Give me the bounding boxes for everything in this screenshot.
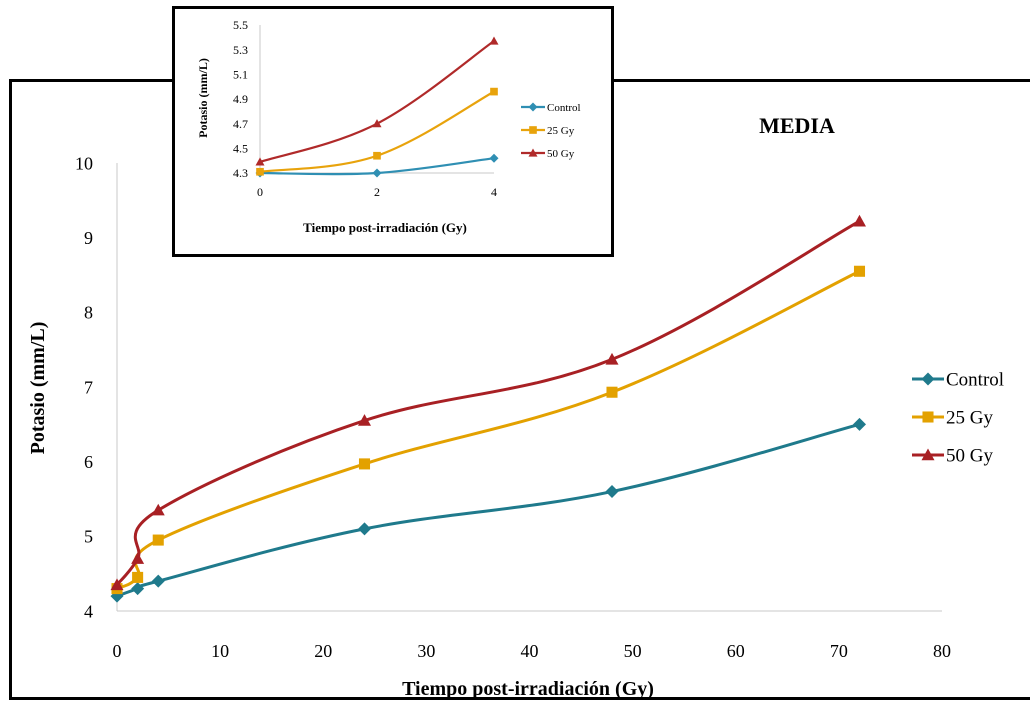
inset-data-point xyxy=(490,87,498,96)
inset-y-tick-label: 4.5 xyxy=(233,142,248,156)
main-legend-marker xyxy=(921,372,935,386)
inset-y-tick-label: 5.1 xyxy=(233,68,248,82)
main-series-line xyxy=(115,269,861,591)
main-data-point xyxy=(853,265,866,277)
main-chart: MEDIA Tiempo post-irradiación (Gy) Potas… xyxy=(27,113,1004,700)
main-x-axis-title: Tiempo post-irradiación (Gy) xyxy=(402,678,654,700)
main-y-tick-label: 4 xyxy=(84,601,93,621)
main-x-tick-label: 30 xyxy=(417,641,435,661)
main-y-tick-label: 5 xyxy=(84,527,93,547)
inset-data-point xyxy=(373,151,381,160)
main-data-point xyxy=(151,503,165,516)
main-y-tick-label: 9 xyxy=(84,228,93,248)
main-data-point xyxy=(131,582,145,596)
main-data-point xyxy=(110,578,124,591)
inset-y-tick-label: 4.7 xyxy=(233,117,248,131)
inset-x-axis-title: Tiempo post-irradiación (Gy) xyxy=(303,220,467,235)
main-legend-label: 25 Gy xyxy=(946,408,993,429)
inset-data-point xyxy=(256,167,264,176)
main-data-point xyxy=(152,534,164,546)
main-data-point xyxy=(606,386,618,398)
inset-y-tick-label: 4.3 xyxy=(233,166,248,180)
inset-series-line xyxy=(258,39,496,163)
main-data-point xyxy=(605,485,619,499)
inset-data-point xyxy=(489,36,499,45)
inset-legend-marker xyxy=(528,102,538,112)
main-data-point xyxy=(358,414,371,426)
main-chart-title: MEDIA xyxy=(759,113,835,138)
main-x-tick-label: 50 xyxy=(624,641,642,661)
inset-chart-frame xyxy=(172,6,614,257)
main-x-tick-label: 60 xyxy=(727,641,745,661)
main-legend-marker xyxy=(922,411,934,423)
main-data-point xyxy=(131,552,145,564)
inset-x-tick-label: 0 xyxy=(257,185,263,199)
inset-y-axis-title: Potasio (mm/L) xyxy=(196,58,210,138)
main-x-tick-label: 20 xyxy=(314,641,332,661)
main-legend-label: 50 Gy xyxy=(946,446,993,467)
main-y-tick-label: 6 xyxy=(84,452,93,472)
inset-chart: Tiempo post-irradiación (Gy) Potasio (mm… xyxy=(196,18,581,235)
inset-x-tick-label: 2 xyxy=(374,185,380,199)
main-x-tick-label: 10 xyxy=(211,641,229,661)
inset-series-line xyxy=(258,90,496,173)
inset-data-point xyxy=(489,153,499,163)
inset-data-point xyxy=(372,119,382,128)
main-y-tick-label: 10 xyxy=(75,153,93,173)
main-data-point xyxy=(853,214,866,227)
main-data-point xyxy=(358,522,371,536)
main-y-tick-label: 7 xyxy=(84,377,93,397)
main-legend-label: Control xyxy=(946,370,1004,391)
inset-legend-marker xyxy=(529,126,537,134)
inset-x-tick-label: 4 xyxy=(491,185,497,199)
main-data-point xyxy=(132,571,144,583)
inset-data-point xyxy=(372,168,382,178)
main-data-point xyxy=(358,458,371,470)
main-y-axis-title: Potasio (mm/L) xyxy=(27,322,49,455)
inset-y-tick-label: 5.5 xyxy=(233,18,248,32)
inset-legend-marker xyxy=(528,148,538,157)
inset-legend-label: 50 Gy xyxy=(547,148,575,160)
inset-y-tick-label: 5.3 xyxy=(233,43,248,57)
inset-legend-label: Control xyxy=(547,102,581,114)
main-x-tick-label: 40 xyxy=(521,641,539,661)
main-data-point xyxy=(151,574,165,588)
main-x-tick-label: 80 xyxy=(933,641,951,661)
main-x-tick-label: 0 xyxy=(113,641,122,661)
inset-legend-label: 25 Gy xyxy=(547,125,575,137)
main-data-point xyxy=(853,417,866,431)
main-x-tick-label: 70 xyxy=(830,641,848,661)
main-data-point xyxy=(605,352,619,365)
main-legend-marker xyxy=(921,448,935,461)
inset-y-tick-label: 4.9 xyxy=(233,92,248,106)
main-series-line xyxy=(115,219,861,587)
main-y-tick-label: 8 xyxy=(84,303,93,323)
inset-data-point xyxy=(255,157,265,166)
